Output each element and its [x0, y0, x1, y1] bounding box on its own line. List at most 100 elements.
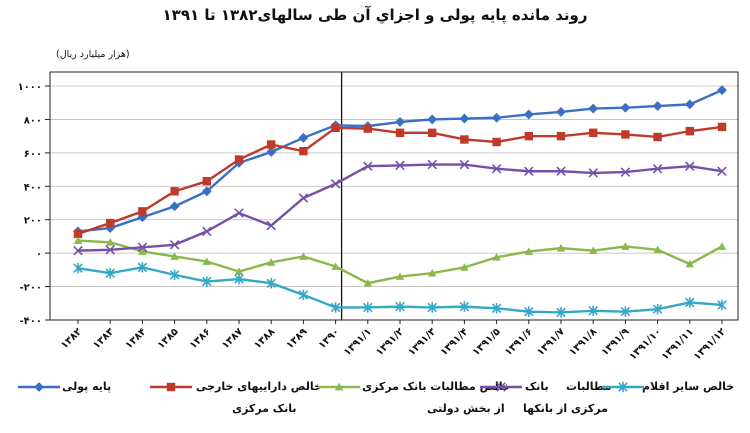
data-point	[620, 102, 631, 113]
x-tick-label: ۱۳۸۶	[188, 326, 213, 351]
data-point	[524, 306, 534, 317]
data-point	[299, 146, 308, 156]
data-point	[363, 302, 373, 313]
legend-label: خالص داراییهای خارجی	[196, 380, 322, 393]
series-1	[73, 85, 727, 237]
data-point	[491, 163, 502, 174]
x-tick-label: ۱۳۸۳	[91, 326, 116, 351]
data-point	[234, 155, 244, 164]
data-point	[685, 297, 695, 308]
legend-label: خالص مطالبات بانک مرکزی	[362, 380, 511, 393]
data-point	[427, 159, 437, 170]
data-point	[298, 289, 309, 301]
legend-marker	[496, 382, 506, 392]
data-point	[266, 278, 276, 289]
data-point	[427, 114, 438, 125]
x-tick-label: ۱۳۸۹	[284, 326, 309, 351]
legend-item-govt-claims-line2: از بخش دولتی	[427, 399, 505, 418]
data-point	[652, 303, 663, 315]
data-point	[556, 307, 566, 318]
data-point	[395, 301, 405, 312]
data-point	[427, 302, 437, 313]
legend-item-monetary-base: پایه پولی	[62, 377, 111, 396]
x-tick-label: ۱۳۸۸	[252, 326, 277, 351]
data-point	[267, 140, 276, 149]
data-point	[105, 268, 115, 279]
series-3	[73, 236, 727, 287]
data-point	[234, 208, 244, 218]
data-point	[717, 166, 727, 177]
x-tick-labels: ۱۳۸۲ ۱۳۸۳ ۱۳۸۴ ۱۳۸۵ ۱۳۸۶ ۱۳۸۷ ۱۳۸۸ ۱۳۸۹ ۱۳۹۰ ۱۳۹۱…	[59, 326, 728, 362]
legend-item-other-items: خالص سایر اقلام	[642, 377, 734, 396]
data-point	[363, 279, 372, 287]
data-point	[621, 242, 630, 250]
legend-label: خالص سایر اقلام	[642, 380, 735, 393]
data-point	[395, 117, 405, 127]
data-point	[492, 137, 501, 147]
x-tick-label: ۱۳۹۱/۱۰	[627, 326, 663, 362]
data-point	[460, 135, 469, 144]
data-point	[202, 257, 211, 265]
y-tick-label: ۲۰۰	[24, 216, 42, 227]
data-point	[588, 168, 598, 178]
x-tick-label: ۱۳۸۷	[220, 326, 245, 351]
data-point	[653, 245, 662, 254]
data-point	[202, 177, 211, 186]
legend-swatch-5	[602, 381, 644, 393]
legend-marker	[618, 381, 628, 393]
x-tick-label: ۱۳۹۱/۱۱	[660, 326, 696, 362]
data-point	[652, 101, 663, 111]
y-tick-label: ۱۰۰۰	[18, 82, 42, 93]
data-point	[621, 130, 630, 139]
series-2	[73, 122, 727, 239]
data-point	[685, 126, 694, 136]
legend-item-foreign-assets-line2: بانک مرکزی	[232, 399, 296, 418]
legend-swatch-1	[18, 382, 60, 392]
x-tick-label: ۱۳۹۱/۵	[471, 326, 503, 358]
y-tick-label: ۰	[36, 249, 42, 260]
data-point	[589, 128, 598, 137]
legend-label: مرکزی از بانکها	[523, 402, 608, 415]
data-point	[524, 166, 534, 177]
series-4	[73, 159, 727, 256]
data-point	[137, 242, 148, 253]
data-point	[138, 207, 147, 216]
y-tick-labels: ۱۰۰۰ ۸۰۰ ۶۰۰ ۴۰۰ ۲۰۰ ۰ -۲۰۰ -۴۰۰	[18, 82, 42, 327]
data-point	[330, 302, 341, 313]
data-point	[137, 262, 148, 273]
x-tick-label: ۱۳۹۱/۸	[567, 326, 599, 358]
data-point	[105, 245, 115, 255]
legend-label: بانک مرکزی	[232, 402, 297, 415]
axes	[45, 71, 739, 324]
data-point	[717, 122, 727, 132]
legend-swatch-2	[150, 382, 192, 392]
x-tick-label: ۱۳۹۱/۹	[600, 326, 632, 358]
data-point	[363, 124, 372, 133]
y-tick-label: ۶۰۰	[24, 149, 42, 160]
data-point	[331, 262, 340, 270]
data-point	[491, 112, 502, 123]
data-point	[717, 85, 727, 96]
legend-item-bank-claims-line2: مرکزی از بانکها	[523, 399, 608, 418]
x-tick-label: ۱۳۸۲	[59, 326, 84, 351]
plot-border	[49, 71, 739, 321]
legend-swatches	[18, 381, 644, 393]
x-tick-label: ۱۳۹۱/۶	[503, 326, 535, 358]
data-point	[73, 245, 83, 256]
y-tick-label: ۴۰۰	[24, 182, 42, 193]
x-tick-label: ۱۳۹۱/۲	[374, 326, 406, 358]
data-point	[106, 218, 115, 228]
legend-label: بانک	[525, 380, 549, 393]
chart-title: روند مانده پایه پولی و اجزاي آن طی سالها…	[162, 6, 588, 24]
data-point	[169, 269, 180, 281]
data-point	[653, 132, 662, 142]
data-point	[299, 252, 308, 260]
data-point	[652, 163, 663, 174]
legend-item-foreign-assets: خالص داراییهای خارجی	[196, 377, 322, 396]
data-point	[234, 273, 244, 285]
data-point	[717, 242, 727, 250]
grid-lines	[50, 85, 738, 321]
y-tick-label: ۸۰۰	[24, 115, 42, 126]
data-point	[266, 147, 277, 157]
legend-swatch-4	[480, 382, 522, 392]
